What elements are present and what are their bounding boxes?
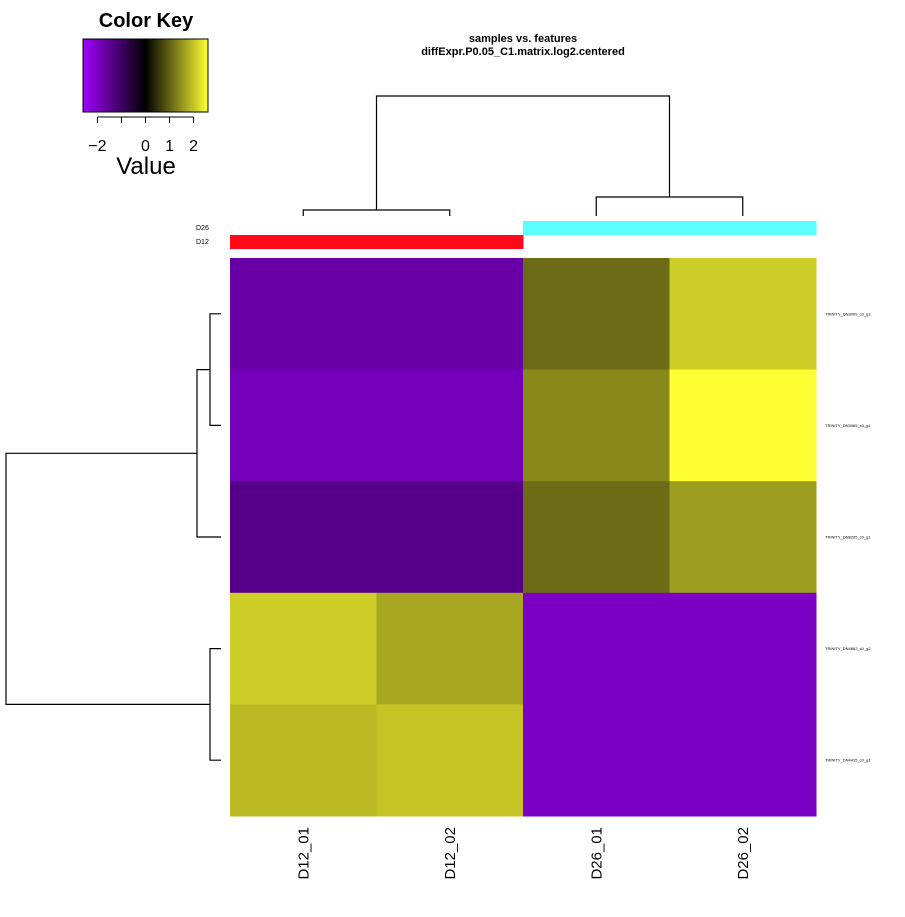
row-dendrogram-branch xyxy=(209,648,221,761)
row-dendrogram-branch xyxy=(5,452,210,705)
column-dendrogram-branch xyxy=(375,95,671,210)
heatmap-cell xyxy=(669,704,817,817)
column-dendrogram xyxy=(302,95,744,216)
column-label: D12_02 xyxy=(442,827,459,880)
color-key-axis: −2 0 1 2 xyxy=(88,116,198,155)
column-side-color-d12 xyxy=(230,235,377,249)
row-label: TRINITY_DN8205_c0_g1 xyxy=(825,535,871,540)
color-key-xlabel: Value xyxy=(116,153,176,180)
row-dendrogram xyxy=(5,313,221,761)
heatmap-cell xyxy=(669,258,817,371)
column-side-color-d12 xyxy=(376,235,524,249)
heatmap-cell xyxy=(230,704,377,817)
column-side-label-d26: D26 xyxy=(196,225,209,232)
heatmap-cell xyxy=(523,258,670,371)
heatmap-cell xyxy=(669,592,817,705)
heatmap-cells xyxy=(230,258,817,817)
heatmap-cell xyxy=(376,369,524,482)
color-key-tick-label: 0 xyxy=(141,138,150,155)
heatmap-cell xyxy=(523,481,670,594)
color-key-tick-label: 2 xyxy=(189,138,198,155)
row-dendrogram-branch xyxy=(209,313,221,426)
row-labels: TRINITY_DN3009_c0_g2 TRINITY_DN3065_c0_g1… xyxy=(825,311,871,762)
heatmap-cell xyxy=(230,481,377,594)
row-label: TRINITY_DN3009_c0_g2 xyxy=(825,311,871,316)
column-side-color-d26 xyxy=(523,221,670,235)
heatmap-cell xyxy=(669,481,817,594)
column-side-label-d12: D12 xyxy=(196,239,209,246)
chart-subtitle: diffExpr.P0.05_C1.matrix.log2.centered xyxy=(421,46,625,58)
color-key-title: Color Key xyxy=(99,10,194,32)
heatmap-cell xyxy=(376,592,524,705)
row-label: TRINITY_DN3065_c0_g1 xyxy=(825,423,871,428)
column-label: D26_01 xyxy=(588,827,605,880)
color-key-tick-label: −2 xyxy=(88,138,106,155)
row-dendrogram-branch xyxy=(196,369,221,538)
heatmap-cell xyxy=(230,369,377,482)
heatmap-cell xyxy=(376,481,524,594)
column-side-colors xyxy=(230,221,817,249)
column-label: D26_02 xyxy=(735,827,752,880)
heatmap-cell xyxy=(523,704,670,817)
row-label: TRINITY_DN4415_c0_g1 xyxy=(825,758,871,763)
color-key-gradient xyxy=(82,38,209,113)
column-side-color-d26 xyxy=(669,221,817,235)
color-key-tick-label: 1 xyxy=(165,138,174,155)
heatmap-cell xyxy=(376,258,524,371)
color-key: Color Key −2 0 1 2 Value xyxy=(82,10,209,180)
column-labels: D12_01 D12_02 D26_01 D26_02 xyxy=(295,827,752,880)
heatmap-cell xyxy=(230,592,377,705)
row-label: TRINITY_DN4862_c0_g2 xyxy=(825,646,871,651)
heatmap-cell xyxy=(376,704,524,817)
heatmap-cell xyxy=(523,369,670,482)
column-dendrogram-branch xyxy=(302,209,451,216)
column-dendrogram-branch xyxy=(595,196,744,216)
heatmap-cell xyxy=(523,592,670,705)
heatmap-cell xyxy=(230,258,377,371)
chart-title: samples vs. features xyxy=(469,33,577,45)
column-label: D12_01 xyxy=(295,827,312,880)
heatmap-cell xyxy=(669,369,817,482)
